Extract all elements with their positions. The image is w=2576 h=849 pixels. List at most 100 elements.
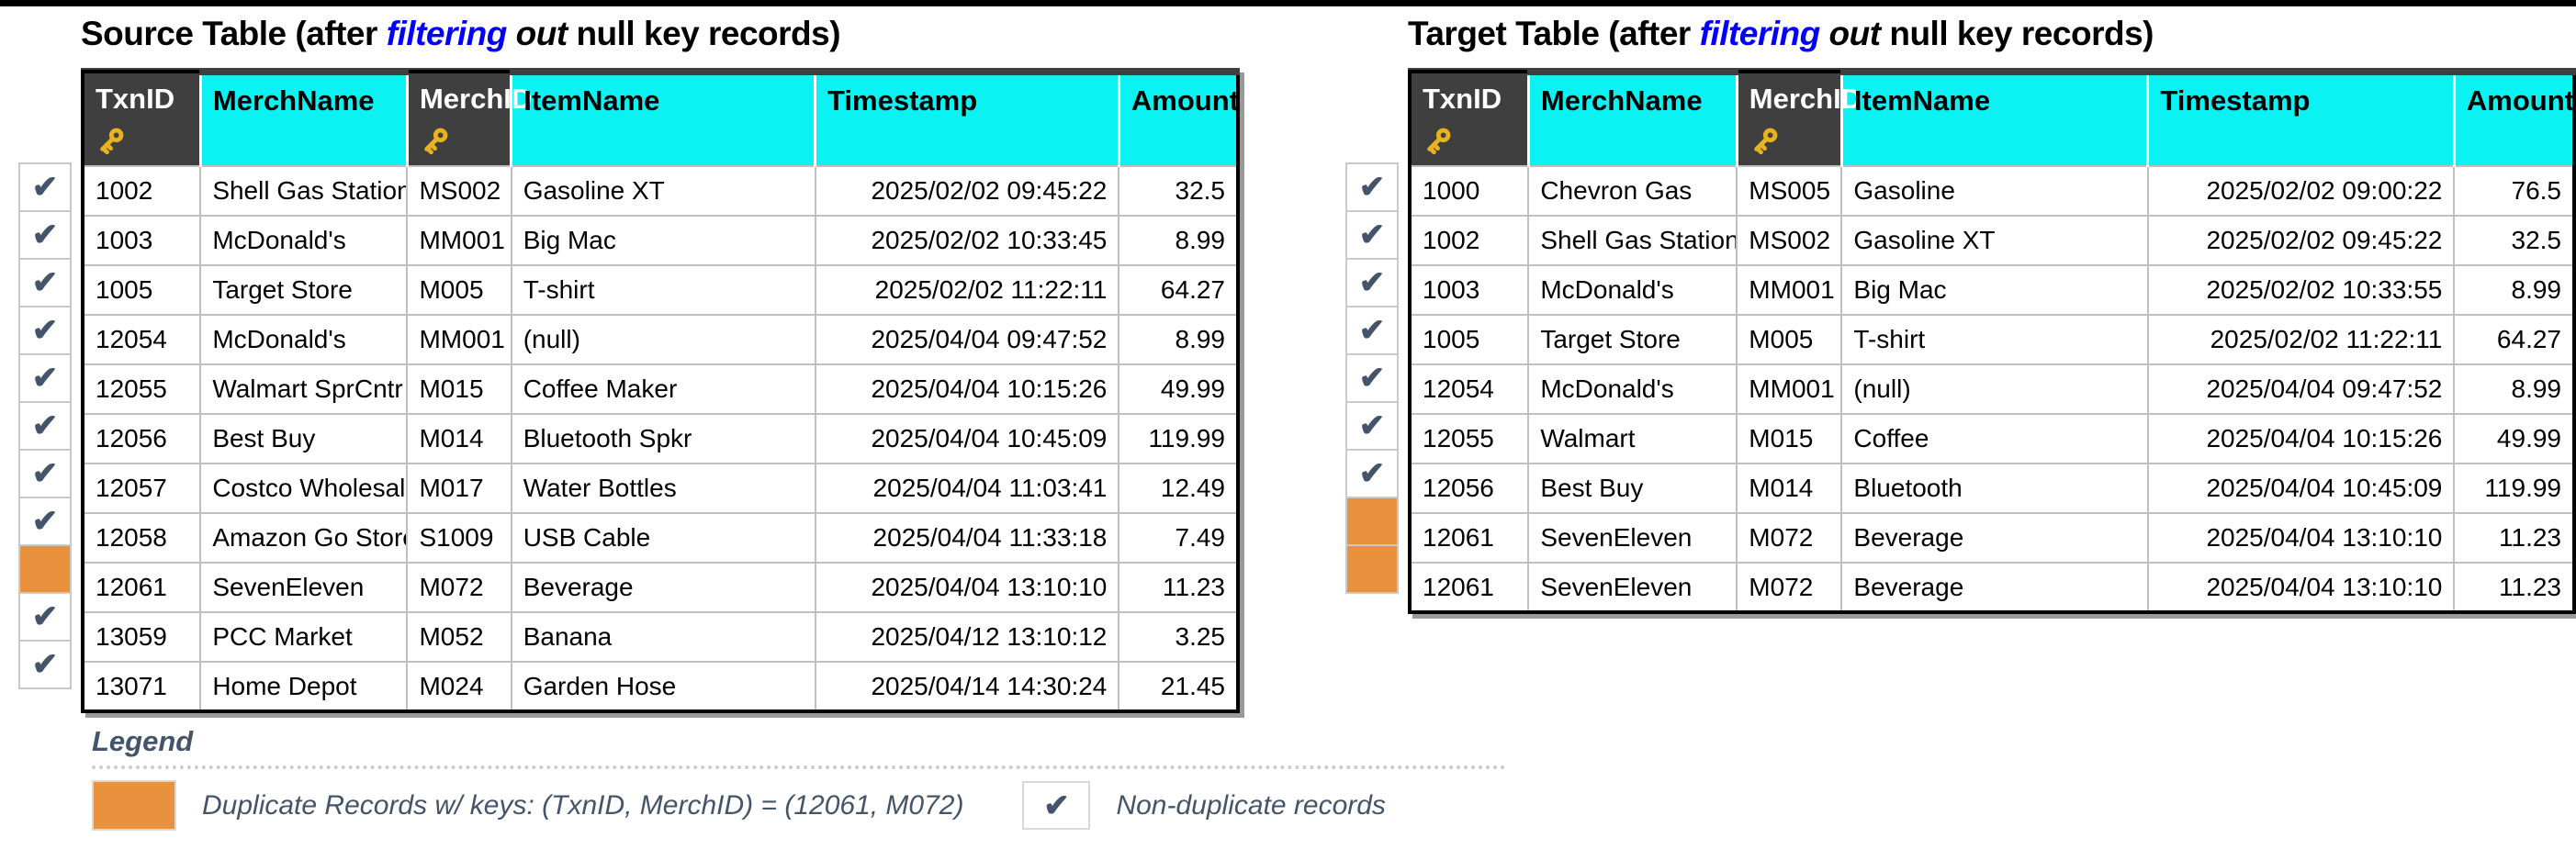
cell-timestamp: 2025/02/02 09:00:22 — [2146, 165, 2456, 217]
cell-merchname: Chevron Gas — [1527, 165, 1738, 217]
table-row: 12055 Walmart M015 Coffee 2025/04/04 10:15:2… — [1408, 413, 2575, 464]
column-header-merchid: MerchID — [405, 72, 533, 166]
cell-timestamp: 2025/02/02 09:45:22 — [2146, 215, 2456, 266]
cell-timestamp: 2025/02/02 10:33:55 — [2146, 264, 2456, 316]
table-row: 12056 Best Buy M014 Bluetooth 2025/04/04 10:… — [1408, 463, 2575, 514]
table-row: 1000 Chevron Gas MS005 Gasoline 2025/02/02 0… — [1408, 165, 2575, 217]
cell-merchid: MM001 — [406, 215, 512, 266]
cell-itemname: Beverage — [1840, 512, 2149, 564]
cell-merchname: Costco Wholesale — [199, 463, 409, 514]
row-status-check: ✔ — [18, 162, 72, 212]
cell-txnid: 12061 — [1408, 562, 1530, 613]
column-header-label: MerchID — [419, 83, 533, 115]
cell-merchid: M015 — [406, 363, 512, 415]
header-row: TxnID MerchName MerchID ItemName Timestamp Am… — [1408, 68, 2576, 166]
cell-merchid: M072 — [406, 562, 512, 613]
cell-merchname: Amazon Go Store — [199, 512, 409, 564]
cell-merchid: M015 — [1736, 413, 1843, 464]
cell-timestamp: 2025/04/04 10:15:26 — [814, 363, 1120, 415]
title-text: null key records) — [1880, 15, 2154, 52]
cell-merchid: M017 — [406, 463, 512, 514]
cell-amount: 32.5 — [1118, 165, 1239, 217]
cell-itemname: Water Bottles — [510, 463, 816, 514]
cell-txnid: 1005 — [81, 264, 202, 316]
cell-timestamp: 2025/04/04 10:45:09 — [2146, 463, 2456, 514]
table-row: 12054 McDonald's MM001 (null) 2025/04/04 09:… — [81, 314, 1239, 365]
cell-merchid: MM001 — [1736, 363, 1843, 415]
cell-amount: 7.49 — [1118, 512, 1239, 564]
source-table-title: Source Table (after filtering out null k… — [81, 15, 1240, 53]
cell-amount: 32.5 — [2453, 215, 2575, 266]
cell-txnid: 12058 — [81, 512, 202, 564]
cell-txnid: 12055 — [81, 363, 202, 415]
cell-merchname: Walmart SprCntr — [199, 363, 409, 415]
row-status-duplicate — [18, 544, 72, 594]
cell-merchname: Target Store — [1527, 314, 1738, 365]
target-table: ✔ ✔ ✔ ✔ ✔ ✔ ✔ TxnID MerchName MerchID ItemName Tim… — [1345, 68, 2576, 614]
title-text: null key records) — [567, 15, 841, 52]
cell-amount: 64.27 — [2453, 314, 2575, 365]
table-row: 12061 SevenEleven M072 Beverage 2025/04/04 1… — [1408, 562, 2575, 613]
column-header-itemname: ItemName — [510, 68, 817, 166]
cell-timestamp: 2025/02/02 09:45:22 — [814, 165, 1120, 217]
target-data-table: TxnID MerchName MerchID ItemName Timestamp Am… — [1408, 68, 2576, 614]
cell-merchid: S1009 — [406, 512, 512, 564]
cell-merchid: M024 — [406, 661, 512, 712]
key-icon — [1754, 128, 1778, 155]
cell-itemname: Bluetooth — [1840, 463, 2149, 514]
cell-itemname: Big Mac — [510, 215, 816, 266]
check-icon: ✔ — [1043, 788, 1070, 823]
table-row: 12056 Best Buy M014 Bluetooth Spkr 2025/04/0… — [81, 413, 1239, 464]
cell-itemname: Beverage — [1840, 562, 2149, 613]
title-highlight-out: out — [506, 15, 568, 52]
column-header-label: TxnID — [1423, 83, 1502, 115]
column-header-label: Amount — [1131, 84, 1239, 117]
cell-itemname: Banana — [510, 611, 816, 663]
non-duplicate-legend-label: Non-duplicate records — [1116, 789, 1386, 821]
row-status-check: ✔ — [1345, 401, 1399, 451]
cell-merchid: M014 — [406, 413, 512, 464]
cell-itemname: Bluetooth Spkr — [510, 413, 816, 464]
cell-timestamp: 2025/04/14 14:30:24 — [814, 661, 1120, 712]
column-header-merchid: MerchID — [1735, 72, 1862, 166]
cell-timestamp: 2025/04/04 13:10:10 — [2146, 562, 2456, 613]
table-row: 12057 Costco Wholesale M017 Water Bottles 20… — [81, 463, 1239, 514]
cell-timestamp: 2025/04/04 10:45:09 — [814, 413, 1120, 464]
column-header-itemname: ItemName — [1839, 68, 2150, 166]
column-header-txnid: TxnID — [1408, 72, 1530, 166]
key-icon — [100, 128, 124, 155]
cell-itemname: Coffee Maker — [510, 363, 816, 415]
cell-itemname: Beverage — [510, 562, 816, 613]
cell-txnid: 1005 — [1408, 314, 1530, 365]
cell-merchname: Shell Gas Station — [199, 165, 409, 217]
cell-timestamp: 2025/04/04 09:47:52 — [814, 314, 1120, 365]
table-row: 13059 PCC Market M052 Banana 2025/04/12 13:1… — [81, 611, 1239, 663]
cell-merchname: Home Depot — [199, 661, 409, 712]
cell-amount: 76.5 — [2453, 165, 2575, 217]
column-header-label: ItemName — [523, 84, 660, 117]
cell-merchname: SevenEleven — [1527, 512, 1738, 564]
duplicate-swatch — [92, 780, 176, 831]
row-status-check: ✔ — [1345, 306, 1399, 355]
cell-txnid: 12054 — [1408, 363, 1530, 415]
cell-merchname: SevenEleven — [1527, 562, 1738, 613]
cell-amount: 3.25 — [1118, 611, 1239, 663]
cell-txnid: 13071 — [81, 661, 202, 712]
cell-merchid: MS002 — [406, 165, 512, 217]
cell-timestamp: 2025/02/02 11:22:11 — [814, 264, 1120, 316]
row-status-check: ✔ — [1345, 449, 1399, 498]
target-status-gutter: ✔ ✔ ✔ ✔ ✔ ✔ ✔ — [1345, 162, 1399, 594]
cell-itemname: Coffee — [1840, 413, 2149, 464]
column-header-label: ItemName — [1853, 84, 1991, 117]
row-status-check: ✔ — [18, 401, 72, 451]
cell-merchid: MM001 — [1736, 264, 1843, 316]
cell-amount: 8.99 — [1118, 215, 1239, 266]
cell-merchid: M072 — [1736, 512, 1843, 564]
cell-txnid: 1003 — [81, 215, 202, 266]
top-border — [0, 0, 2576, 6]
cell-amount: 49.99 — [1118, 363, 1239, 415]
column-header-label: Timestamp — [827, 84, 978, 117]
table-row: 12061 SevenEleven M072 Beverage 2025/04/04 1… — [81, 562, 1239, 613]
table-row: 12061 SevenEleven M072 Beverage 2025/04/04 1… — [1408, 512, 2575, 564]
header-row: TxnID MerchName MerchID ItemName Timestamp Am… — [81, 68, 1240, 166]
